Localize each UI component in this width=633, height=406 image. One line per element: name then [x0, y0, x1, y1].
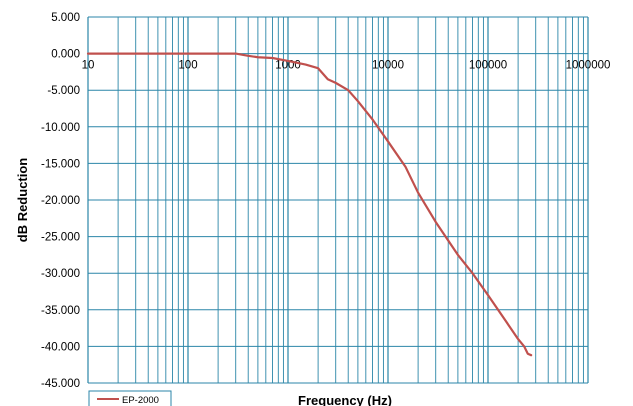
legend-label: EP-2000	[122, 395, 159, 406]
y-tick-label: -10.000	[41, 122, 80, 134]
y-tick-label: -20.000	[41, 195, 80, 207]
y-tick-label: -25.000	[41, 232, 80, 244]
x-axis-label: Frequency (Hz)	[298, 393, 392, 406]
y-axis-label: dB Reduction	[15, 158, 30, 243]
y-tick-label: -5.000	[47, 85, 80, 97]
y-tick-label: -45.000	[41, 378, 80, 390]
y-tick-label: -15.000	[41, 158, 80, 170]
x-tick-label: 10000	[372, 60, 404, 72]
x-tick-label: 1000000	[566, 60, 611, 72]
series-line	[86, 52, 533, 357]
y-tick-label: 0.000	[51, 49, 80, 61]
y-tick-label: -40.000	[41, 341, 80, 353]
x-tick-label: 100000	[469, 60, 507, 72]
legend: EP-2000	[88, 390, 172, 406]
y-tick-label: -35.000	[41, 305, 80, 317]
y-tick-label: 5.000	[51, 12, 80, 24]
x-tick-label: 100	[178, 60, 197, 72]
y-tick-labels: 5.000 0.000 -5.000 -10.000 -15.000 -20.000 -25…	[41, 12, 80, 390]
grid-lines	[87, 16, 589, 384]
legend-box	[88, 390, 172, 406]
x-tick-label: 10	[82, 60, 95, 72]
series-lines	[86, 52, 533, 357]
y-tick-label: -30.000	[41, 268, 80, 280]
